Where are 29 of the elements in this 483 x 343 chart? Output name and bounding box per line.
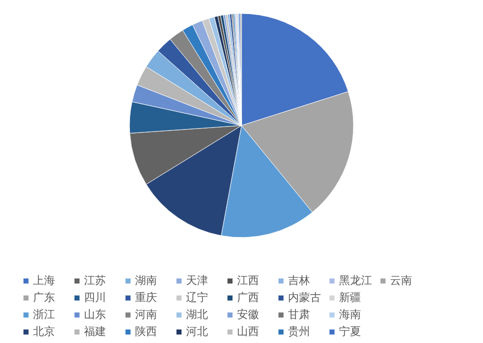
legend-label: 贵州 [288, 324, 311, 339]
legend-label: 北京 [33, 324, 56, 339]
legend-label: 湖南 [135, 273, 158, 288]
legend-label: 陕西 [135, 324, 158, 339]
legend-label: 云南 [390, 273, 413, 288]
legend-label: 甘肃 [288, 307, 311, 322]
legend-label: 内蒙古 [288, 290, 322, 305]
legend-label: 福建 [84, 324, 107, 339]
legend-label: 湖北 [186, 307, 209, 322]
legend-label: 新疆 [339, 290, 362, 305]
legend-label: 辽宁 [186, 290, 209, 305]
legend-label: 广西 [237, 290, 260, 305]
legend-label: 山西 [237, 324, 260, 339]
legend-label: 安徽 [237, 307, 260, 322]
legend-label: 海南 [339, 307, 362, 322]
legend-label: 浙江 [33, 307, 56, 322]
legend-label: 四川 [84, 290, 107, 305]
legend-label: 上海 [33, 273, 56, 288]
legend-label: 河北 [186, 324, 209, 339]
legend-label: 宁夏 [339, 324, 362, 339]
legend-label: 河南 [135, 307, 158, 322]
legend-label: 黑龙江 [339, 273, 373, 288]
legend-label: 广东 [33, 290, 56, 305]
legend-label: 吉林 [288, 273, 311, 288]
legend-label: 山东 [84, 307, 107, 322]
legend-label: 天津 [186, 273, 209, 288]
legend-label: 重庆 [135, 290, 158, 305]
legend-label: 江西 [237, 273, 260, 288]
legend-label: 江苏 [84, 273, 107, 288]
